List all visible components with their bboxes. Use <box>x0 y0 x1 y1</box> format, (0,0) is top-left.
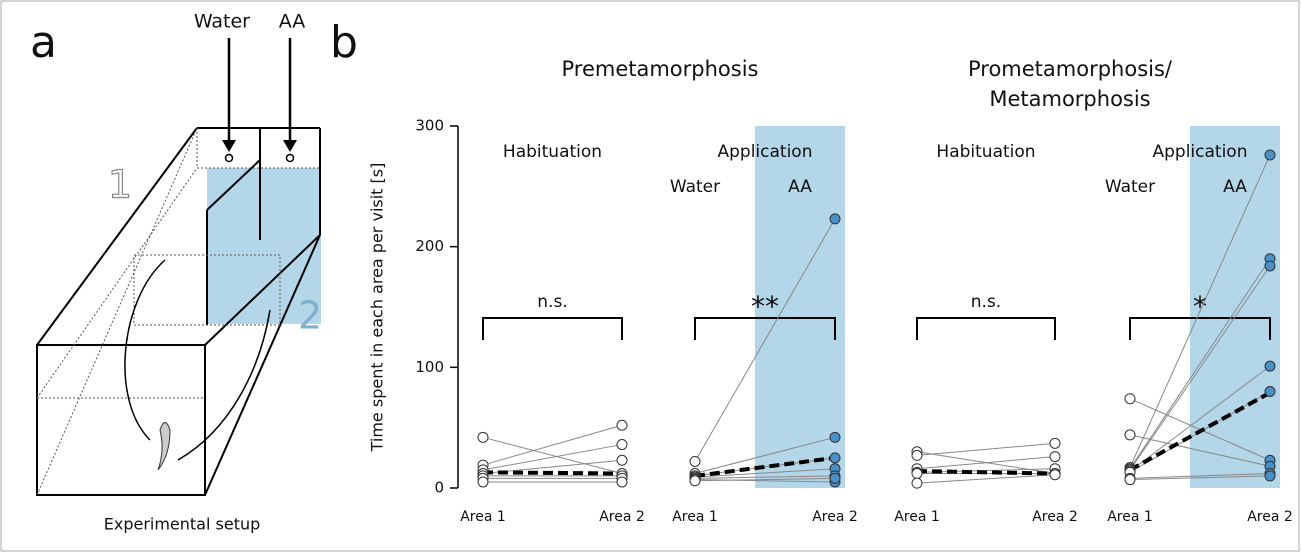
sublabel: Water <box>1105 177 1155 197</box>
data-point <box>829 213 841 225</box>
data-point <box>829 472 841 484</box>
x-tick-label: Area 1 <box>460 509 506 525</box>
subpanel-title: Application <box>1153 142 1248 162</box>
pair-line <box>916 442 1056 456</box>
area2-fill <box>207 168 321 324</box>
shade <box>1190 126 1280 488</box>
pair-line <box>916 474 1056 484</box>
bracket <box>694 317 836 340</box>
x-tick-label: Area 2 <box>1032 509 1078 525</box>
subpanel-title: Habituation <box>936 142 1035 162</box>
pair-line <box>694 477 836 482</box>
area1-label: 1 <box>108 163 132 207</box>
data-point <box>911 449 923 461</box>
pair-line <box>694 436 836 475</box>
pair-line <box>482 436 623 475</box>
mean-line <box>694 455 836 478</box>
data-point <box>616 476 628 488</box>
pair-line <box>1129 475 1271 481</box>
area2-label: 2 <box>298 294 322 338</box>
y-tick-label: 300 <box>415 117 444 135</box>
significance: n.s. <box>537 292 567 312</box>
data-point <box>829 431 841 443</box>
x-tick-label: Area 1 <box>1107 509 1153 525</box>
x-tick-label: Area 2 <box>1247 509 1293 525</box>
y-tick-label: 0 <box>434 479 444 497</box>
group-title: Prometamorphosis/ <box>968 57 1173 81</box>
sublabel: AA <box>788 177 812 197</box>
significance: * <box>1193 290 1207 323</box>
x-tick-label: Area 2 <box>599 509 645 525</box>
x-tick-label: Area 1 <box>672 509 718 525</box>
data-point <box>1049 469 1061 481</box>
data-point <box>477 431 489 443</box>
pair-line <box>1129 434 1271 467</box>
group-title: Metamorphosis <box>989 87 1150 111</box>
pair-line <box>694 218 836 462</box>
data-point <box>1049 451 1061 463</box>
y-tick-label: 200 <box>415 237 444 255</box>
bracket <box>482 317 623 340</box>
pair-line <box>482 424 623 466</box>
pair-line <box>1129 473 1271 479</box>
data-point <box>829 452 841 464</box>
setup-diagram <box>36 38 321 496</box>
mean-line <box>1129 390 1271 472</box>
data-point <box>477 476 489 488</box>
data-point <box>1049 437 1061 449</box>
panel-label: a <box>30 17 57 68</box>
bracket <box>916 317 1056 340</box>
panel-label: b <box>330 17 358 68</box>
pair-line <box>694 468 836 478</box>
sublabel: Water <box>670 177 720 197</box>
mean-line <box>916 469 1056 476</box>
pair-line <box>482 444 623 471</box>
data-point <box>1124 393 1136 405</box>
water-label: Water <box>194 11 250 33</box>
data-point <box>1124 429 1136 441</box>
pair-line <box>1129 258 1271 469</box>
data-point <box>911 468 923 480</box>
caption: Experimental setup <box>104 515 261 534</box>
y-tick-label: 100 <box>415 358 444 376</box>
bracket <box>1129 317 1271 340</box>
x-tick-label: Area 2 <box>812 509 858 525</box>
data-point <box>689 455 701 467</box>
data-point <box>616 419 628 431</box>
data-point <box>616 439 628 451</box>
data-point <box>1124 474 1136 486</box>
pair-line <box>916 456 1056 470</box>
data-point <box>1264 360 1276 372</box>
significance: ** <box>751 290 779 323</box>
data-point <box>1264 260 1276 272</box>
aa-label: AA <box>279 11 306 33</box>
pair-line <box>1129 154 1271 468</box>
subpanel-title: Application <box>718 142 813 162</box>
subpanel-title: Habituation <box>503 142 602 162</box>
data-point <box>616 454 628 466</box>
data-point <box>1264 470 1276 482</box>
data-point <box>689 475 701 487</box>
y-axis-label: Time spent in each area per visit [s] <box>368 163 387 453</box>
sublabel: AA <box>1223 177 1247 197</box>
x-tick-label: Area 1 <box>894 509 940 525</box>
pair-line <box>1129 365 1271 472</box>
data-point <box>1264 149 1276 161</box>
data-point <box>1264 385 1276 397</box>
pair-line <box>1129 265 1271 471</box>
data-point <box>911 477 923 489</box>
shade <box>755 126 845 488</box>
significance: n.s. <box>971 292 1001 312</box>
mean-line <box>482 470 623 476</box>
group-title: Premetamorphosis <box>561 57 758 81</box>
pair-line <box>694 475 836 479</box>
